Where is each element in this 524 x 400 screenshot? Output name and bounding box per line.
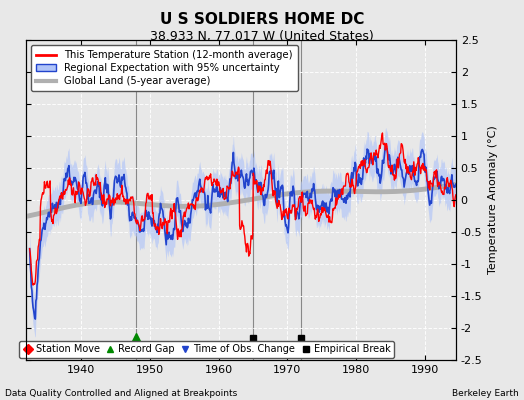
Text: Berkeley Earth: Berkeley Earth (452, 389, 519, 398)
Legend: Station Move, Record Gap, Time of Obs. Change, Empirical Break: Station Move, Record Gap, Time of Obs. C… (19, 340, 394, 358)
Text: U S SOLDIERS HOME DC: U S SOLDIERS HOME DC (160, 12, 364, 27)
Y-axis label: Temperature Anomaly (°C): Temperature Anomaly (°C) (488, 126, 498, 274)
Text: 38.933 N, 77.017 W (United States): 38.933 N, 77.017 W (United States) (150, 30, 374, 43)
Text: Data Quality Controlled and Aligned at Breakpoints: Data Quality Controlled and Aligned at B… (5, 389, 237, 398)
